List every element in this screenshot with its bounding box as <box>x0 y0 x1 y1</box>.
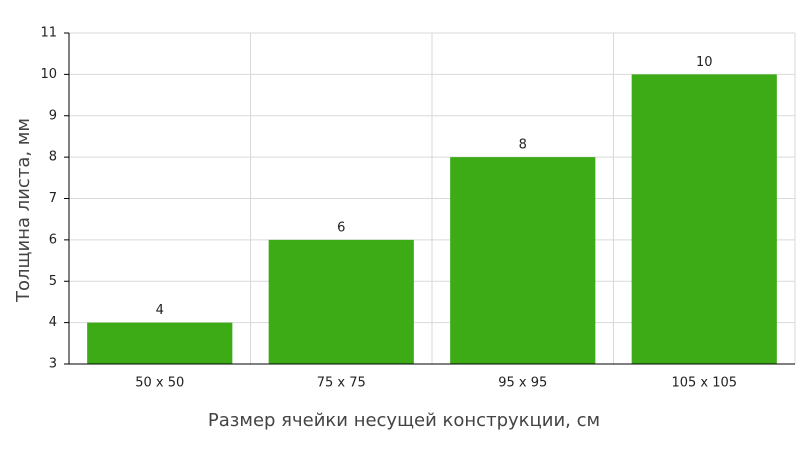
y-tick-label: 7 <box>49 191 57 206</box>
y-tick-label: 10 <box>40 67 57 82</box>
data-label: 4 <box>156 303 164 318</box>
y-tick-label: 9 <box>49 108 57 123</box>
data-label: 10 <box>696 55 713 70</box>
y-tick-label: 4 <box>49 315 57 330</box>
y-tick-label: 3 <box>49 357 57 372</box>
y-tick-label: 6 <box>49 232 57 247</box>
y-tick-label: 11 <box>40 26 57 41</box>
bar <box>450 157 596 364</box>
bar <box>268 239 414 364</box>
x-tick-label: 105 x 105 <box>671 376 737 391</box>
bar <box>631 74 777 364</box>
x-tick-label: 50 x 50 <box>135 376 184 391</box>
x-axis-title: Размер ячейки несущей конструкции, см <box>208 410 600 431</box>
x-tick-label: 95 x 95 <box>498 376 547 391</box>
x-tick-label: 75 x 75 <box>317 376 366 391</box>
data-label: 8 <box>519 138 527 153</box>
y-tick-label: 5 <box>49 274 57 289</box>
y-axis-title: Толщина листа, мм <box>13 118 34 303</box>
data-label: 6 <box>337 220 345 235</box>
y-tick-label: 8 <box>49 150 57 165</box>
bar <box>87 322 233 364</box>
